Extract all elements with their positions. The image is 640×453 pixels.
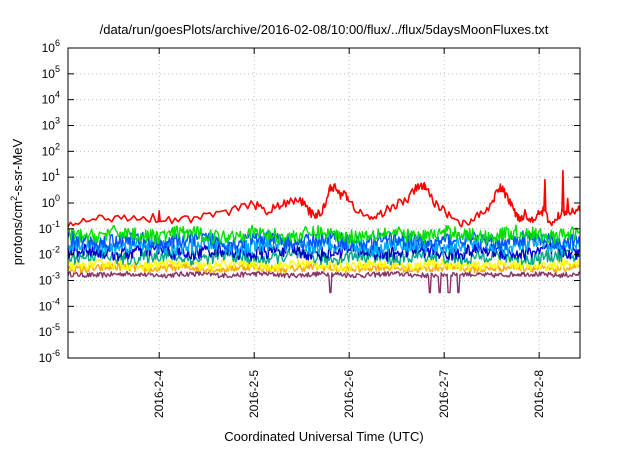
y-axis-ticks: 10-6 10-5 10-4 10-3 10-2 10-1 100 101 102 103 104 1… [39, 38, 580, 365]
series-line [67, 224, 581, 245]
x-axis-label: Coordinated Universal Time (UTC) [224, 429, 423, 444]
y-tick-label: 106 [42, 38, 60, 55]
chart-title: /data/run/goesPlots/archive/2016-02-08/1… [100, 22, 549, 37]
series-line [67, 169, 581, 228]
y-tick-label: 105 [42, 64, 60, 81]
series-line [67, 258, 581, 272]
y-axis-label-exp: 2 [9, 196, 19, 201]
y-tick-label: 10-2 [39, 245, 60, 262]
x-tick-label: 2016-2-5 [247, 370, 261, 418]
x-tick-label: 2016-2-6 [342, 370, 356, 418]
y-tick-label: 102 [42, 141, 60, 158]
y-tick-label: 10-6 [39, 348, 60, 365]
series-line [67, 262, 581, 274]
y-tick-label: 10-5 [39, 322, 60, 339]
x-tick-label: 2016-2-8 [532, 370, 546, 418]
x-axis-ticks: 2016-2-4 2016-2-5 2016-2-6 2016-2-7 2016-2-8 [152, 48, 546, 418]
y-tick-label: 10-3 [39, 271, 60, 288]
y-axis-label: protons/cm2-s-sr-MeV [9, 138, 25, 265]
y-tick-label: 10-1 [39, 219, 60, 236]
x-tick-label: 2016-2-7 [437, 370, 451, 418]
series-line [67, 270, 581, 294]
y-tick-label: 100 [42, 193, 60, 210]
x-tick-label: 2016-2-4 [152, 370, 166, 418]
y-tick-label: 101 [42, 167, 60, 184]
y-axis-label-rest: -s-sr-MeV [10, 138, 25, 195]
y-tick-label: 103 [42, 116, 60, 133]
y-tick-label: 104 [42, 90, 60, 107]
series-line [67, 230, 581, 251]
y-axis-label-main: protons/cm [10, 201, 25, 265]
series-lines [67, 169, 581, 294]
y-tick-label: 10-4 [39, 296, 60, 313]
